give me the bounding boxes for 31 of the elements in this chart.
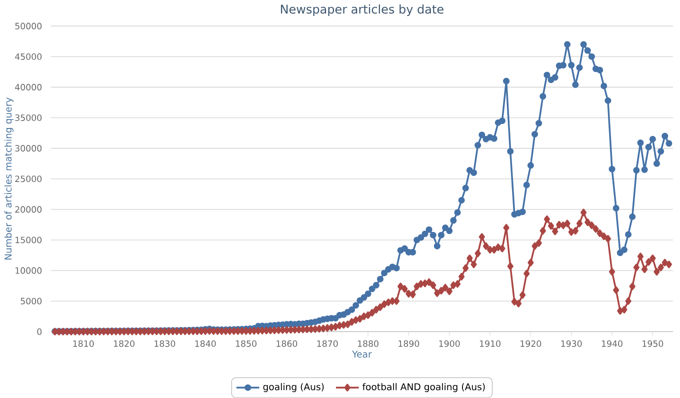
y-axis-title: Number of articles matching query — [4, 98, 14, 260]
y-tick-label: 10000 — [16, 267, 42, 274]
y-tick-label: 45000 — [15, 53, 42, 60]
x-tick-label: 1810 — [73, 340, 94, 348]
x-tick-label: 1830 — [154, 340, 176, 348]
x-tick-label: 1940 — [602, 340, 622, 348]
y-tick-label: 0 — [37, 328, 42, 336]
y-tick-label: 15000 — [16, 236, 42, 244]
x-tick-label: 1930 — [561, 340, 582, 348]
y-tick-label: 30000 — [15, 145, 42, 152]
y-tick-label: 40000 — [15, 84, 42, 91]
y-tick-label: 25000 — [15, 176, 42, 182]
x-tick-label: 1900 — [439, 340, 460, 348]
x-tick-label: 1880 — [358, 340, 378, 348]
x-tick-label: 1870 — [317, 340, 338, 348]
legend-label: football AND goaling (Aus) — [362, 383, 485, 392]
x-tick-label: 1850 — [236, 340, 256, 348]
y-tick-label: 20000 — [15, 206, 42, 213]
x-tick-label: 1920 — [520, 340, 542, 348]
y-tick-label: 5000 — [20, 298, 42, 304]
x-axis-title: Year — [352, 350, 372, 358]
x-tick-label: 1860 — [276, 340, 298, 348]
y-tick-label: 35000 — [15, 114, 42, 122]
chart-title: Newspaper articles by date — [280, 4, 444, 16]
y-tick-label: 50000 — [15, 22, 42, 30]
x-tick-label: 1890 — [398, 340, 420, 348]
x-tick-label: 1840 — [195, 340, 216, 348]
legend-label: goaling (Aus) — [263, 383, 324, 392]
x-tick-label: 1950 — [642, 340, 664, 348]
x-tick-label: 1910 — [480, 340, 500, 348]
x-tick-label: 1820 — [114, 340, 134, 348]
